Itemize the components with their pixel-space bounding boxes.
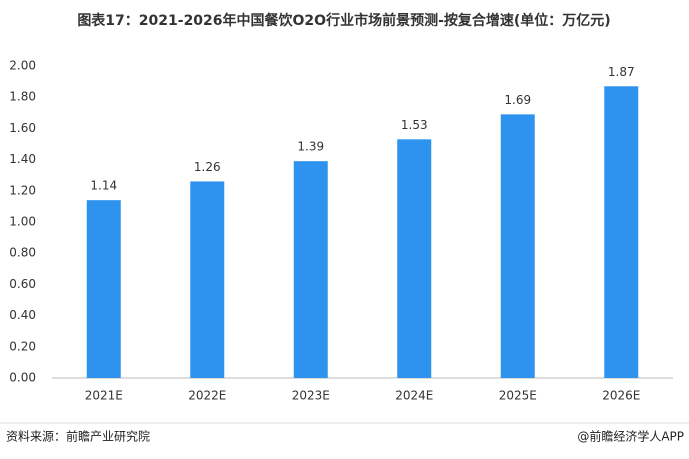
bar (293, 161, 328, 378)
y-tick-label: 0.80 (9, 246, 36, 260)
y-tick-label: 0.60 (9, 277, 36, 291)
y-tick-label: 0.40 (9, 308, 36, 322)
y-tick-label: 1.00 (9, 215, 36, 229)
bar (500, 114, 535, 379)
x-tick-label: 2022E (188, 389, 226, 403)
data-label: 1.26 (194, 160, 221, 174)
y-tick-label: 1.40 (9, 152, 36, 166)
x-tick-label: 2026E (602, 389, 640, 403)
bar (190, 181, 225, 378)
data-label: 1.53 (401, 118, 428, 132)
y-tick-label: 1.20 (9, 183, 36, 197)
data-label: 1.87 (608, 65, 635, 79)
data-label: 1.39 (297, 140, 324, 154)
bar (86, 200, 121, 378)
bar (397, 139, 432, 378)
x-tick-label: 2023E (292, 389, 330, 403)
chart-title: 图表17：2021-2026年中国餐饮O2O行业市场前景预测-按复合增速(单位：… (77, 12, 610, 29)
data-label: 1.69 (504, 93, 531, 107)
y-tick-label: 0.20 (9, 339, 36, 353)
y-tick-label: 2.00 (9, 59, 36, 73)
credit: @前瞻经济学人APP (577, 429, 684, 444)
bar (604, 86, 639, 378)
x-tick-label: 2025E (499, 389, 537, 403)
x-tick-label: 2021E (85, 389, 123, 403)
y-tick-label: 1.60 (9, 121, 36, 135)
y-tick-label: 0.00 (9, 371, 36, 385)
source: 资料来源：前瞻产业研究院 (6, 429, 150, 444)
x-tick-label: 2024E (395, 389, 433, 403)
data-label: 1.14 (90, 179, 117, 193)
y-tick-label: 1.80 (9, 90, 36, 104)
